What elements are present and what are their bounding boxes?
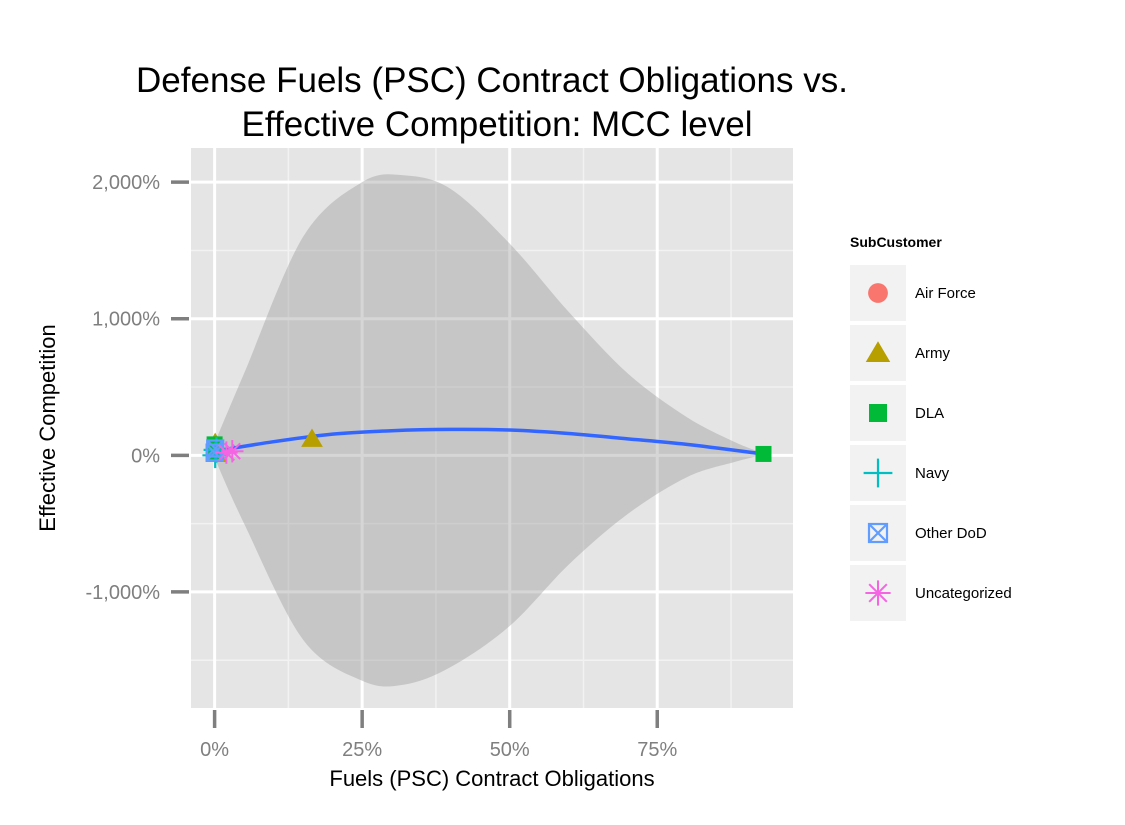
- gridlines: [191, 148, 793, 708]
- legend-marker-uncategorized: [865, 580, 891, 606]
- legend-marker-air-force: [868, 283, 888, 303]
- x-axis-title: Fuels (PSC) Contract Obligations: [329, 766, 654, 791]
- x-tick-label: 25%: [342, 739, 382, 761]
- legend-label-navy: Navy: [915, 465, 950, 482]
- y-tick-label: 0%: [131, 445, 160, 467]
- point-uncategorized: [215, 441, 238, 464]
- legend-label-other-dod: Other DoD: [915, 525, 987, 542]
- point-dla: [755, 445, 772, 462]
- chart-title-line-1: Defense Fuels (PSC) Contract Obligations…: [136, 61, 848, 100]
- legend-label-dla: DLA: [915, 405, 944, 422]
- legend-title: SubCustomer: [850, 234, 942, 250]
- y-axis: -1,000% 0% 1,000% 2,000%: [86, 172, 189, 604]
- x-tick-label: 0%: [200, 739, 229, 761]
- point-army: [301, 428, 323, 447]
- y-axis-title: Effective Competition: [35, 324, 60, 531]
- smooth-line: [214, 427, 764, 456]
- y-tick-label: -1,000%: [86, 582, 161, 604]
- legend-marker-army: [865, 341, 891, 362]
- smooth-fit-line: [214, 427, 764, 456]
- legend-label-uncategorized: Uncategorized: [915, 585, 1012, 602]
- y-tick-label: 1,000%: [92, 309, 160, 331]
- x-axis: 0% 25% 50% 75%: [200, 710, 677, 761]
- legend-label-air-force: Air Force: [915, 285, 976, 302]
- x-tick-label: 50%: [490, 739, 530, 761]
- legend-marker-other-dod: [867, 522, 889, 544]
- data-points: [202, 428, 772, 469]
- chart-title-line-2: Effective Competition: MCC level: [242, 105, 753, 144]
- legend-label-army: Army: [915, 345, 950, 362]
- legend-marker-navy: [863, 458, 893, 488]
- x-tick-label: 75%: [637, 739, 677, 761]
- legend-marker-dla: [869, 404, 887, 422]
- y-tick-label: 2,000%: [92, 172, 160, 194]
- legend: SubCustomer Air Force Army DLA Navy Other Do…: [850, 234, 1012, 621]
